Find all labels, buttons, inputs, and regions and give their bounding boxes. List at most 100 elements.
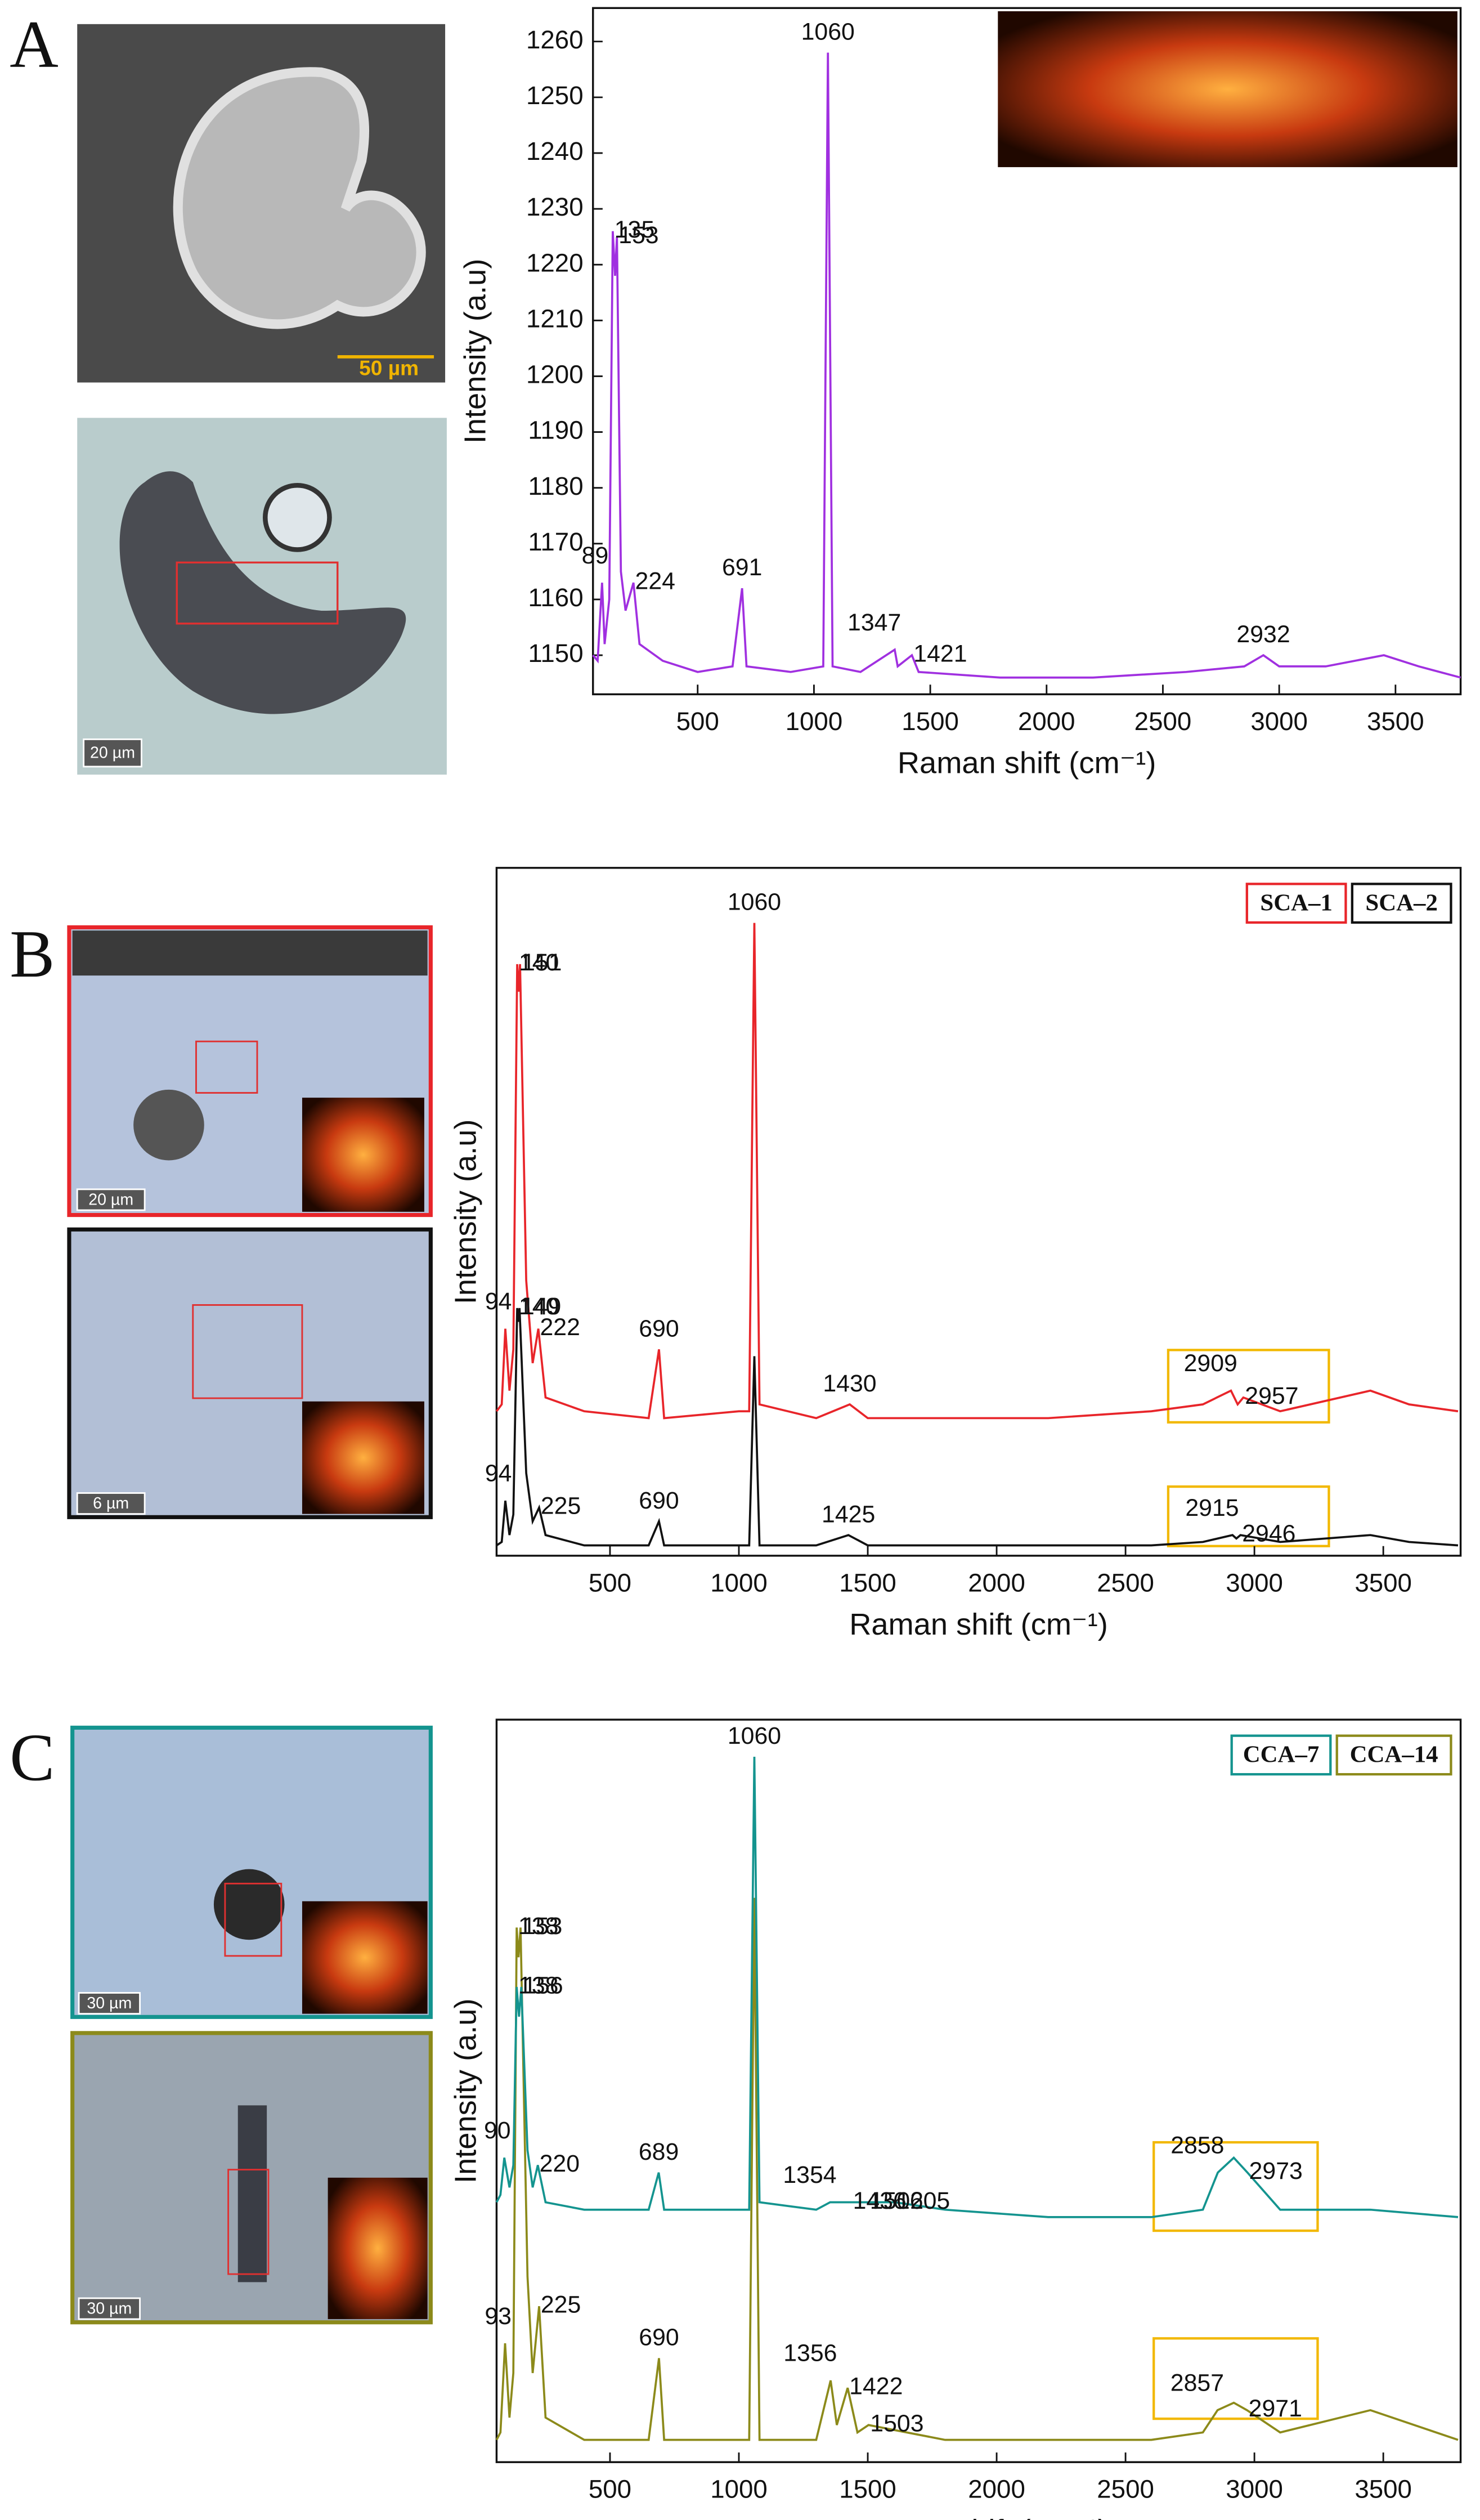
scale-bar-label: 20 µm (90, 744, 135, 762)
scale-bar-label: 30 µm (87, 2300, 132, 2318)
legend-box (1230, 1734, 1332, 1776)
optical-feature (237, 2105, 267, 2282)
y-axis-title: Intensity (a.u) (458, 259, 492, 444)
peak-label: 1060 (728, 1722, 781, 1749)
x-tick-label: 2000 (1018, 707, 1075, 736)
raman-map-inset (328, 2177, 428, 2320)
peak-label: 90 (484, 2117, 511, 2144)
peak-label: 690 (639, 1487, 679, 1514)
peak-label: 1436 (853, 2187, 907, 2214)
x-axis-title: Raman shift (cm⁻¹) (849, 1608, 1108, 1641)
roi-box (195, 1040, 258, 1094)
optical-particle (262, 482, 332, 552)
peak-label: 2946 (1242, 1520, 1295, 1547)
peak-label: 1605 (896, 2187, 950, 2214)
peak-label: 690 (639, 1315, 679, 1342)
x-tick-label: 2500 (1134, 707, 1192, 736)
x-axis-title: Raman shift (cm⁻¹) (849, 2514, 1108, 2520)
optical-feature (133, 1089, 204, 1161)
raman-map-inset (302, 1401, 424, 1514)
peak-label: 1503 (870, 2410, 923, 2437)
peak-label: 691 (722, 554, 762, 581)
peak-label: 153 (522, 1913, 562, 1940)
peak-label: 690 (639, 2324, 679, 2351)
legend-label: SCA–1 (1260, 889, 1332, 916)
peak-label: 2932 (1236, 621, 1290, 648)
peak-label: 1430 (823, 1370, 876, 1397)
spectrum (496, 1308, 1459, 1547)
scale-bar-label: 50 µm (359, 356, 419, 379)
x-tick-label: 1000 (786, 707, 843, 736)
peak-label: 1356 (783, 2340, 837, 2367)
peak-label: 151 (522, 949, 562, 976)
panel-letter: B (10, 916, 55, 991)
scale-bar (83, 738, 142, 768)
x-tick-label: 3000 (1226, 2475, 1283, 2504)
panel-letter: C (10, 1720, 55, 1795)
scale-bar (76, 1492, 146, 1515)
x-axis-title: Raman shift (cm⁻¹) (898, 746, 1156, 780)
y-axis-title: Intensity (a.u) (449, 1120, 482, 1305)
roi-box (176, 561, 339, 625)
peak-label: 224 (635, 568, 675, 595)
x-tick-label: 3000 (1226, 1568, 1283, 1597)
plot-frame (495, 867, 1462, 1557)
x-tick-label: 2000 (968, 2475, 1025, 2504)
x-tick-label: 3500 (1355, 1568, 1412, 1597)
spectrum (495, 1897, 1459, 2441)
y-tick-label: 1260 (526, 25, 584, 54)
peak-label: 1347 (847, 609, 901, 636)
y-tick-label: 1190 (528, 416, 583, 445)
roi-box (224, 1882, 282, 1957)
optical-feature (213, 1869, 285, 1940)
peak-label: 1502 (870, 2187, 923, 2214)
peak-label: 220 (540, 2150, 580, 2177)
legend-label: CCA–7 (1243, 1742, 1320, 1768)
peak-label: 135 (615, 216, 654, 243)
peak-label: 1422 (849, 2373, 903, 2400)
peak-label: 225 (541, 1493, 581, 1520)
highlight-box (1167, 1349, 1330, 1424)
y-tick-label: 1150 (528, 639, 583, 668)
scale-bar (76, 1188, 146, 1211)
y-tick-label: 1220 (526, 248, 584, 277)
x-tick-label: 1500 (839, 2475, 896, 2504)
x-tick-label: 2500 (1097, 1568, 1154, 1597)
x-tick-label: 2000 (968, 1568, 1025, 1597)
legend-label: SCA–2 (1365, 889, 1437, 916)
peak-label: 1354 (783, 2161, 836, 2188)
plot-frame (495, 1718, 1462, 2463)
highlight-box (1152, 2141, 1319, 2232)
peak-label: 138 (518, 1972, 558, 1999)
peak-label: 94 (485, 1288, 512, 1315)
peak-label: 1421 (913, 640, 967, 667)
x-tick-label: 3500 (1355, 2475, 1412, 2504)
peak-label: 140 (519, 1293, 559, 1320)
peak-label: 2973 (1249, 2158, 1303, 2185)
sem-particle (173, 67, 426, 329)
x-tick-label: 1500 (839, 1568, 896, 1597)
y-tick-label: 1160 (528, 583, 583, 612)
peak-label: 2915 (1185, 1494, 1239, 1521)
legend-box (1351, 883, 1452, 924)
highlight-box (1152, 2337, 1319, 2420)
optical-particle (119, 471, 406, 714)
peak-label: 94 (485, 1460, 512, 1487)
spectrum (592, 52, 1461, 679)
peak-label: 93 (485, 2303, 512, 2330)
scale-bar-label: 30 µm (87, 1994, 132, 2012)
raman-map-inset (302, 1098, 424, 1212)
x-tick-label: 500 (589, 1568, 631, 1597)
peak-label: 2909 (1184, 1350, 1237, 1377)
x-tick-label: 1000 (710, 1568, 768, 1597)
peak-label: 89 (582, 542, 609, 569)
peak-label: 153 (618, 222, 658, 249)
peak-label: 138 (518, 1913, 558, 1940)
plot-frame (592, 7, 1462, 696)
x-tick-label: 500 (589, 2475, 631, 2504)
y-tick-label: 1230 (526, 193, 584, 221)
y-tick-label: 1210 (526, 304, 584, 333)
peak-label: 225 (541, 2291, 581, 2318)
